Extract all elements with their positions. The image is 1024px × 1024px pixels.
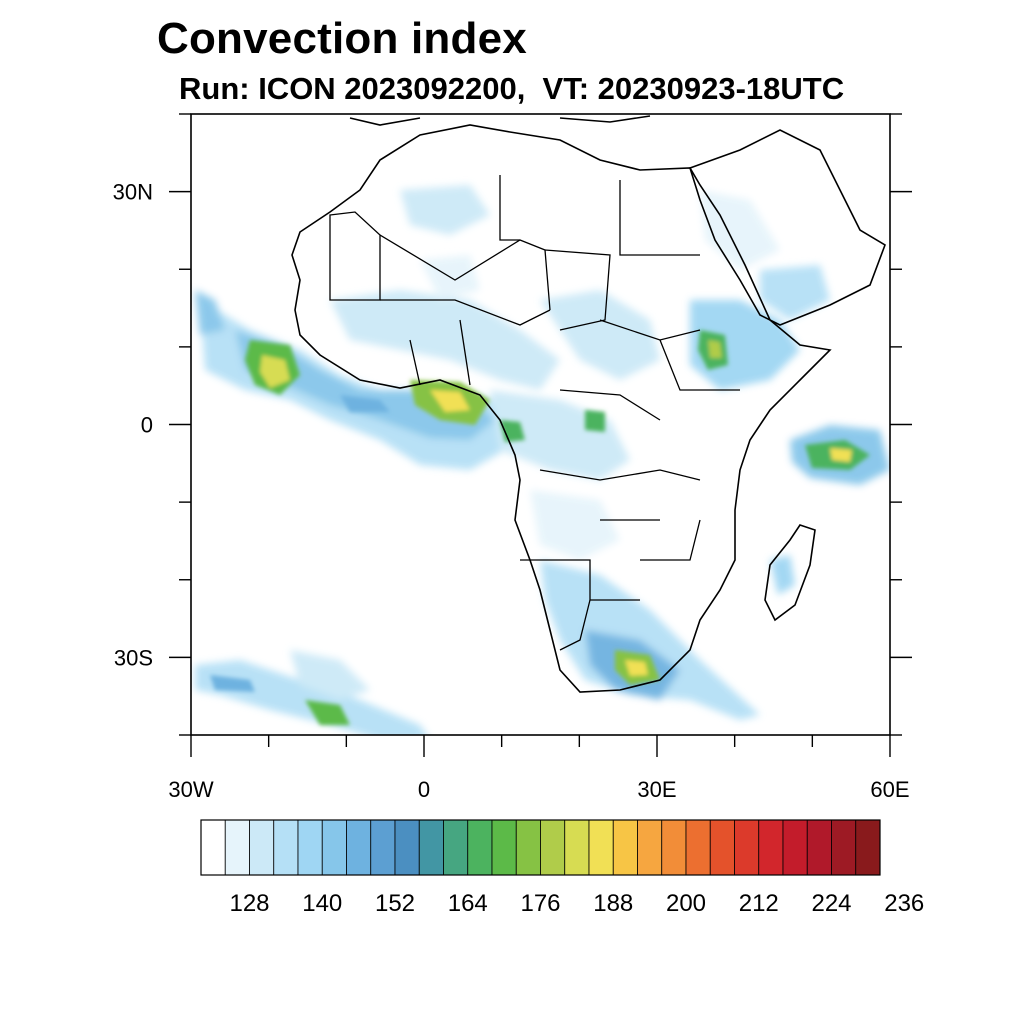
lon-tick-label: 0: [418, 777, 430, 802]
lon-tick-label: 60E: [870, 777, 909, 802]
lat-tick-label: 0: [141, 413, 153, 438]
colorbar-swatch: [297, 819, 323, 876]
axis-tick-labels: 30W 0 30E 60E 30N 0 30S: [113, 180, 910, 802]
colorbar-label: 188: [593, 890, 633, 917]
colorbar-swatch: [224, 819, 250, 876]
colorbar-swatch: [249, 819, 275, 876]
chart-title: Convection index: [157, 14, 527, 63]
lat-tick-label: 30S: [114, 645, 153, 670]
colorbar-label: 176: [520, 890, 560, 917]
lat-tick-label: 30N: [113, 180, 153, 205]
colorbar-swatch: [855, 819, 881, 876]
colorbar-swatch: [661, 819, 687, 876]
colorbar-swatch: [637, 819, 663, 876]
colorbar-label: 128: [229, 890, 269, 917]
colorbar-swatch: [370, 819, 396, 876]
axis-ticks: [169, 113, 912, 757]
colorbar-swatch: [806, 819, 832, 876]
colorbar-swatch: [443, 819, 469, 876]
lon-tick-label: 30E: [637, 777, 676, 802]
colorbar-swatch: [588, 819, 614, 876]
colorbar-swatch: [612, 819, 638, 876]
colorbar-swatch: [515, 819, 541, 876]
chart-subtitle: Run: ICON 2023092200, VT: 20230923-18UTC: [179, 71, 845, 106]
colorbar-swatch: [200, 819, 226, 876]
colorbar-swatch: [273, 819, 299, 876]
country-borders: [329, 175, 740, 651]
lon-tick-label: 30W: [168, 777, 213, 802]
colorbar-swatch: [540, 819, 566, 876]
colorbar-swatch: [685, 819, 711, 876]
colorbar-swatch: [831, 819, 857, 876]
colorbar-label: 152: [375, 890, 415, 917]
colorbar-swatch: [564, 819, 590, 876]
colorbar-swatch: [346, 819, 372, 876]
coastlines: [291, 115, 886, 693]
colorbar-label: 140: [302, 890, 342, 917]
colorbar-swatch: [709, 819, 735, 876]
colorbar-label: 212: [739, 890, 779, 917]
colorbar-label: 224: [811, 890, 851, 917]
colorbar-label: 236: [884, 890, 924, 917]
colorbar-swatch: [418, 819, 444, 876]
colorbar-swatch: [758, 819, 784, 876]
colorbar-swatch: [467, 819, 493, 876]
colorbar-swatch: [394, 819, 420, 876]
colorbar-swatch: [321, 819, 347, 876]
colorbar-label: 164: [448, 890, 488, 917]
colorbar-swatch: [491, 819, 517, 876]
colorbar-swatch: [782, 819, 808, 876]
convection-field: [195, 185, 890, 735]
colorbar: 128 140 152 164 176 188 200 212 224 236: [200, 819, 924, 917]
colorbar-swatch: [734, 819, 760, 876]
colorbar-frame: [200, 819, 881, 876]
colorbar-label: 200: [666, 890, 706, 917]
